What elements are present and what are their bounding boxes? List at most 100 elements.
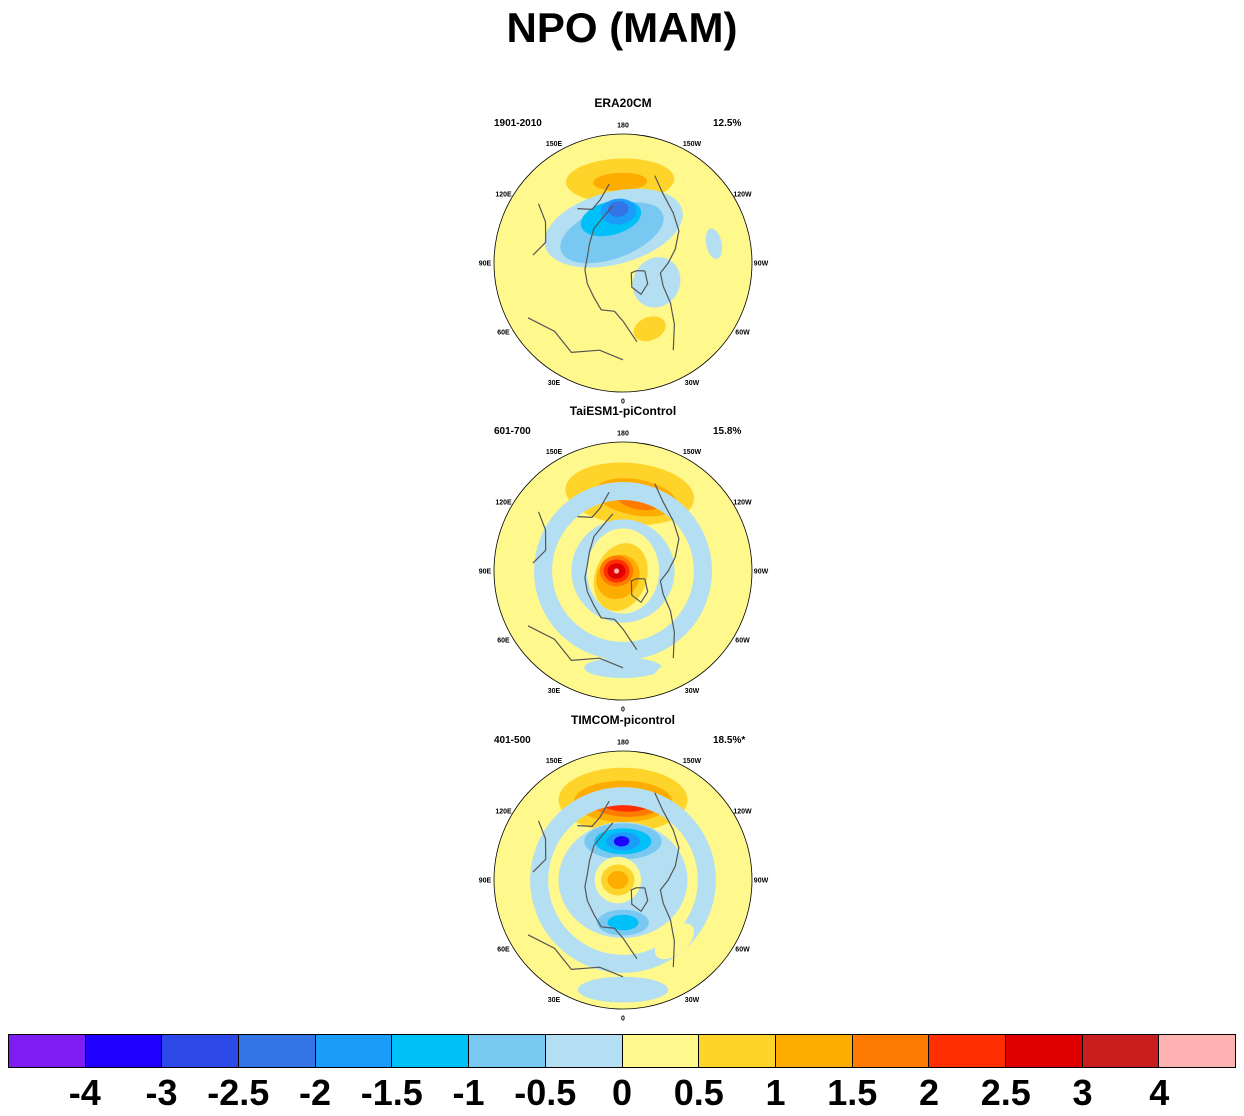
panel-title: TIMCOM-picontrol: [571, 713, 675, 727]
panel-variance-percent: 12.5%: [713, 118, 742, 129]
colorbar-swatch: [1005, 1035, 1083, 1067]
colorbar-tick-label: -3: [145, 1072, 178, 1113]
contour-band: [530, 787, 716, 973]
coastline-east-asia: [532, 511, 547, 564]
longitude-label: 120E: [495, 500, 512, 507]
colorbar-tick-label: -4: [68, 1072, 101, 1113]
colorbar-swatch: [469, 1035, 546, 1067]
coastline-east-asia: [532, 820, 547, 873]
colorbar-swatch: [545, 1035, 623, 1067]
coastline-kamchatka: [577, 183, 610, 211]
longitude-label: 120W: [733, 500, 752, 507]
coastline-kamchatka: [577, 491, 610, 519]
contour-band: [577, 976, 669, 1003]
contour-band: [705, 228, 723, 259]
longitude-label: 180: [617, 431, 629, 438]
colorbar-tick-label: -1: [452, 1072, 485, 1113]
coastline-eurasia: [584, 205, 638, 343]
longitude-label: 60E: [497, 330, 510, 337]
polar-map: 180 150E 120E 90E 60E 30E 0 30W 60W 90W 120W 150W: [479, 431, 769, 714]
longitude-label: 30E: [548, 380, 561, 387]
colorbar-swatch: [85, 1035, 163, 1067]
colorbar-swatch: [392, 1035, 470, 1067]
longitude-label: 30W: [685, 997, 700, 1004]
map-background: [494, 134, 752, 392]
panel-title: TaiESM1-piControl: [569, 404, 677, 418]
longitude-label: 30W: [685, 688, 700, 695]
coastline-greenland: [630, 578, 649, 604]
longitude-label: 60W: [735, 330, 750, 337]
longitude-label: 60E: [497, 947, 510, 954]
colorbar-swatch: [1082, 1035, 1160, 1067]
longitude-label: 120W: [733, 809, 752, 816]
colorbar-tick-label: 4: [1149, 1072, 1170, 1113]
coastline-kamchatka: [577, 800, 610, 828]
longitude-label: 150E: [546, 758, 563, 765]
coastline-north-america: [654, 792, 680, 968]
panel-title: ERA20CM: [594, 96, 652, 110]
panel-period: 1901-2010: [494, 118, 542, 129]
coastline-greenland: [630, 270, 649, 296]
colorbar-swatch: [622, 1035, 700, 1067]
longitude-label: 90W: [754, 878, 769, 885]
colorbar-swatch: [1159, 1035, 1235, 1067]
colorbar-tick-label: 2.5: [980, 1072, 1031, 1113]
panel-variance-percent: 15.8%: [713, 426, 742, 437]
longitude-label: 150E: [546, 449, 563, 456]
contour-band: [533, 481, 713, 661]
panel-variance-percent: 18.5%*: [713, 735, 746, 746]
coastline-mediterranean: [527, 934, 624, 978]
longitude-label: 30E: [548, 688, 561, 695]
longitude-label: 120E: [495, 809, 512, 816]
longitude-label: 90E: [479, 261, 492, 268]
map-panel-timcom: TIMCOM-picontrol 401-500 18.5%* 180 150E 1…: [470, 713, 776, 1023]
coastline-north-america: [654, 175, 680, 351]
colorbar-tick-label: 0: [611, 1072, 633, 1113]
longitude-label: 120W: [733, 192, 752, 199]
longitude-label: 0: [621, 1016, 625, 1023]
polar-map: 180 150E 120E 90E 60E 30E 0 30W 60W 90W 120W 150W: [479, 740, 769, 1023]
longitude-label: 150W: [683, 449, 702, 456]
colorbar-swatch: [162, 1035, 240, 1067]
colorbar-tick-label: 3: [1072, 1072, 1093, 1113]
longitude-label: 60E: [497, 638, 510, 645]
longitude-label: 180: [617, 740, 629, 747]
colorbar-tick-label: -2: [298, 1072, 332, 1113]
colorbar-swatch: [852, 1035, 930, 1067]
colorbar-tick-label: 0.5: [673, 1072, 724, 1113]
colorbar-tick-label: 1: [765, 1072, 786, 1113]
colorbar-tick-label: -0.5: [514, 1072, 577, 1113]
coastline-north-america: [654, 483, 680, 659]
longitude-label: 60W: [735, 947, 750, 954]
coastline-east-asia: [532, 203, 547, 256]
contour-band: [613, 568, 620, 574]
longitude-label: 180: [617, 123, 629, 130]
contour-band: [652, 649, 703, 683]
longitude-label: 90E: [479, 878, 492, 885]
coastline-eurasia: [584, 822, 638, 960]
longitude-label: 90W: [754, 261, 769, 268]
contour-band: [632, 257, 681, 308]
colorbar-swatch: [699, 1035, 776, 1067]
polar-map: 180 150E 120E 90E 60E 30E 0 30W 60W 90W 120W 150W: [479, 123, 769, 406]
figure-title: NPO (MAM): [506, 4, 738, 51]
coastline-eurasia: [584, 513, 638, 651]
coastline-greenland: [630, 887, 649, 913]
map-boundary: [493, 133, 753, 393]
contour-band: [613, 836, 630, 847]
colorbar-tick-labels: -4 -3 -2.5 -2 -1.5 -1 -0.5 0 0.5 1 1.5 2 2.5 3 4: [8, 1072, 1236, 1116]
coastline-mediterranean: [527, 317, 624, 361]
colorbar-tick-label: -2.5: [207, 1072, 270, 1113]
panel-period: 401-500: [494, 735, 531, 746]
colorbar-tick-label: 1.5: [827, 1072, 878, 1113]
longitude-label: 150E: [546, 141, 563, 148]
map-panel-taiesm1: TaiESM1-piControl 601-700 15.8% 180 150E 1…: [470, 404, 776, 714]
contour-band: [633, 316, 666, 342]
longitude-label: 150W: [683, 141, 702, 148]
colorbar-swatch: [9, 1035, 86, 1067]
longitude-label: 90W: [754, 569, 769, 576]
longitude-label: 120E: [495, 192, 512, 199]
contour-band: [607, 870, 629, 890]
contour-band: [607, 201, 629, 217]
map-boundary: [493, 441, 753, 701]
